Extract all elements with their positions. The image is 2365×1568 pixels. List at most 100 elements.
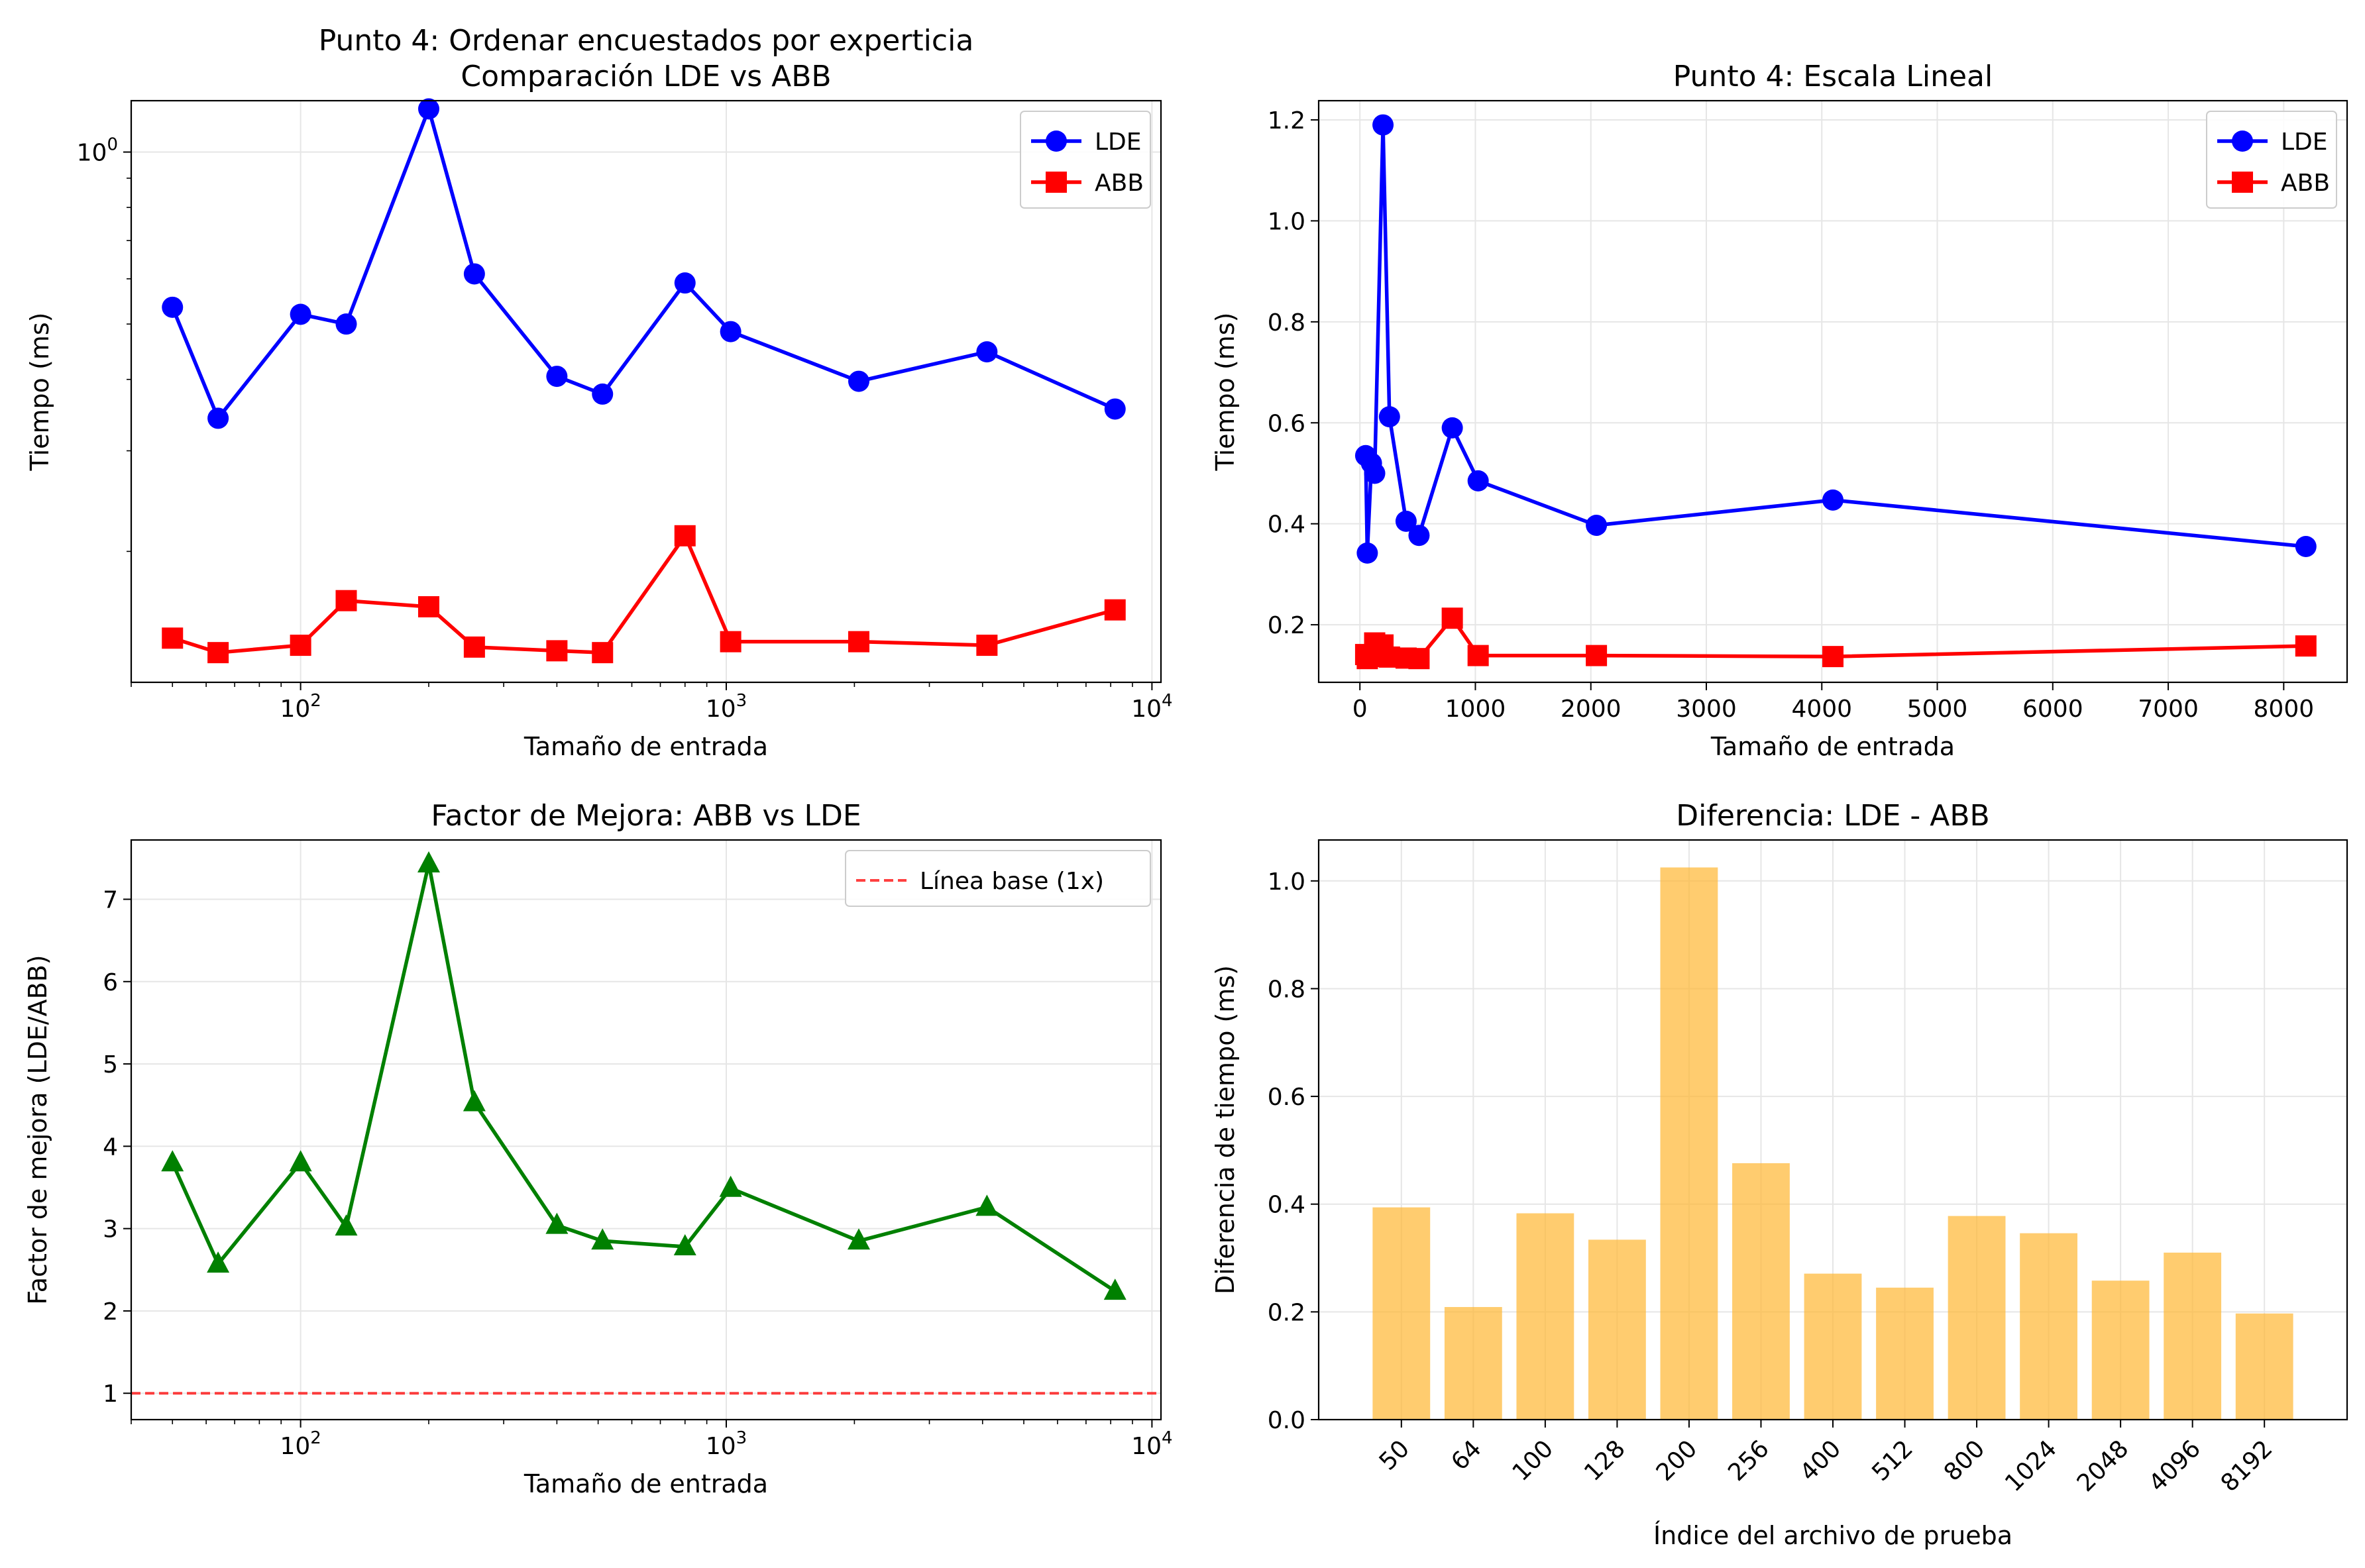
point-512 (1408, 525, 1430, 547)
y-axis-label: Tiempo (ms) (25, 313, 54, 472)
series-lde (162, 98, 1126, 429)
bar-8192 (2235, 1313, 2293, 1420)
point-4096 (976, 341, 998, 363)
bar-512 (1876, 1287, 1934, 1420)
point-800 (674, 272, 696, 294)
x-tick-label: 104 (1131, 1428, 1172, 1460)
bar-64 (1444, 1307, 1502, 1420)
chart-title: Comparación LDE vs ABB (461, 60, 831, 93)
point-100 (290, 303, 311, 325)
y-axis: 100 (77, 135, 131, 552)
bar-128 (1588, 1239, 1646, 1420)
y-tick-label: 0.4 (1268, 511, 1305, 539)
legend-label-lde: LDE (2281, 129, 2328, 156)
legend: Línea base (1x) (845, 850, 1151, 907)
point-8192 (1103, 1279, 1127, 1300)
point-128 (335, 1214, 358, 1236)
subplot-4: 50 64 100 128 200 256 400 512 800 1024 2048 4096 819… (1211, 799, 2348, 1550)
chart-title: Factor de Mejora: ABB vs LDE (431, 799, 861, 833)
bar-800 (1948, 1216, 2006, 1420)
x-axis: 0 1000 2000 3000 4000 5000 6000 7000 8000 (1352, 682, 2314, 723)
series-line (170, 862, 1117, 1293)
x-tick-label: 50 (1374, 1435, 1415, 1475)
plot-area (1354, 114, 2317, 670)
point-256 (463, 636, 485, 658)
point-4096 (975, 1194, 999, 1216)
y-tick-label: 1.2 (1268, 107, 1305, 134)
chart-title: Punto 4: Escala Lineal (1673, 60, 1993, 93)
y-tick-label: 0.2 (1268, 612, 1305, 639)
y-tick-label: 1 (103, 1381, 118, 1408)
point-2048 (1586, 645, 1608, 666)
x-tick-label: 400 (1795, 1435, 1847, 1487)
series-abb (1354, 607, 2317, 670)
point-256 (463, 263, 485, 285)
point-2048 (848, 370, 870, 392)
point-128 (1364, 462, 1386, 484)
series-line-0 (161, 851, 1127, 1300)
point-4096 (1822, 489, 1843, 511)
point-200 (1372, 114, 1394, 136)
bar-50 (1372, 1207, 1431, 1420)
point-256 (1378, 406, 1400, 428)
series-abb (162, 525, 1126, 664)
y-tick-label: 3 (103, 1216, 118, 1243)
x-tick-label: 103 (706, 691, 747, 723)
x-axis-label: Tamaño de entrada (523, 1469, 768, 1498)
x-tick-label: 0 (1352, 696, 1368, 723)
point-8192 (1104, 398, 1126, 420)
bar-4096 (2164, 1252, 2222, 1420)
y-axis: 0.0 0.2 0.4 0.6 0.8 1.0 (1268, 868, 1319, 1434)
y-tick-label: 0.8 (1268, 309, 1305, 337)
y-tick-label: 1.0 (1268, 868, 1305, 896)
y-tick-label: 1.0 (1268, 208, 1305, 235)
point-64 (1356, 542, 1378, 564)
point-8192 (1104, 599, 1126, 621)
point-400 (546, 366, 568, 388)
point-400 (1395, 510, 1417, 532)
x-tick-label: 7000 (2138, 696, 2199, 723)
x-axis-label: Índice del archivo de prueba (1653, 1521, 2012, 1550)
point-800 (1441, 607, 1463, 629)
point-1024 (1467, 470, 1489, 492)
point-2048 (848, 631, 870, 653)
point-128 (335, 590, 357, 611)
point-512 (591, 1228, 614, 1250)
subplot-2: 0 1000 2000 3000 4000 5000 6000 7000 80000.20.40… (1211, 60, 2348, 761)
point-800 (1441, 417, 1463, 439)
chart-title: Diferencia: LDE - ABB (1676, 799, 1989, 833)
legend-marker (2232, 172, 2253, 193)
x-tick-label: 6000 (2022, 696, 2083, 723)
axes-frame (1317, 99, 2348, 684)
axes-frame (130, 99, 1162, 684)
y-axis-label: Diferencia de tiempo (ms) (1211, 965, 1240, 1294)
x-tick-label: 512 (1867, 1435, 1918, 1487)
bar-200 (1660, 867, 1718, 1420)
point-512 (592, 642, 614, 664)
axes-frame (1317, 839, 2348, 1421)
point-800 (674, 525, 696, 547)
point-8192 (2295, 635, 2317, 657)
legend-label-abb: ABB (1095, 170, 1144, 197)
x-tick-label: 64 (1446, 1435, 1486, 1475)
y-tick-label: 0.6 (1268, 410, 1305, 437)
x-tick-label: 800 (1939, 1435, 1991, 1487)
series-line (170, 107, 1116, 421)
point-200 (418, 98, 440, 120)
y-tick-label: 0.2 (1268, 1299, 1305, 1326)
x-axis-label: Tamaño de entrada (523, 732, 768, 761)
point-64 (207, 407, 229, 429)
y-tick-label: 5 (103, 1051, 118, 1078)
point-512 (592, 383, 614, 405)
point-512 (1408, 648, 1430, 670)
x-tick-label: 256 (1723, 1435, 1775, 1487)
series-lde (1354, 114, 2317, 564)
x-tick-label: 2048 (2072, 1435, 2134, 1497)
axes-frame (130, 839, 1162, 1421)
point-200 (418, 596, 440, 617)
x-tick-label: 2000 (1561, 696, 1622, 723)
y-axis: 0.2 0.4 0.6 0.8 1.0 1.2 (1268, 107, 1319, 639)
subplot-3: 102 103 104 1 2 3 4 5 6 7 Línea base (1x) Factor de… (23, 799, 1173, 1498)
x-axis: 50 64 100 128 200 256 400 512 800 1024 2048 4096 819… (1374, 1420, 2278, 1497)
point-50 (162, 627, 184, 649)
